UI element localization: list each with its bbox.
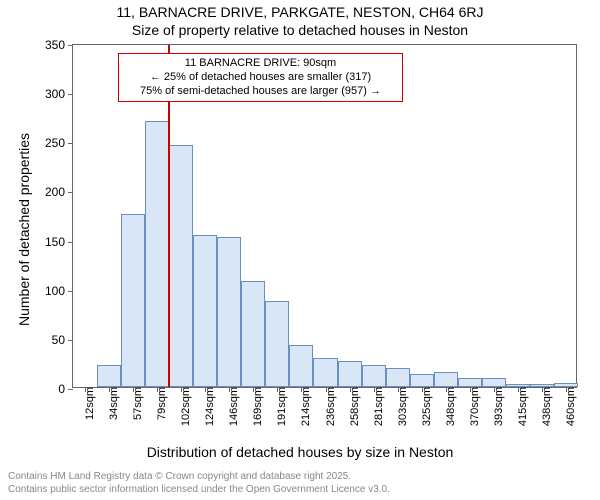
xtick-label: 236sqm — [323, 387, 337, 426]
y-axis-label: Number of detached properties — [16, 133, 32, 326]
xtick-label: 79sqm — [154, 387, 168, 420]
annotation-box: 11 BARNACRE DRIVE: 90sqm← 25% of detache… — [118, 53, 403, 102]
ytick-label: 250 — [45, 136, 73, 150]
histogram-bar — [506, 384, 530, 387]
x-axis-label: Distribution of detached houses by size … — [0, 444, 600, 460]
ytick-label: 50 — [52, 333, 73, 347]
histogram-bar — [386, 368, 410, 387]
xtick-label: 281sqm — [371, 387, 385, 426]
ytick-label: 150 — [45, 235, 73, 249]
histogram-bar — [145, 121, 169, 387]
xtick-label: 214sqm — [298, 387, 312, 426]
xtick-label: 258sqm — [347, 387, 361, 426]
chart-title-line1: 11, BARNACRE DRIVE, PARKGATE, NESTON, CH… — [0, 4, 600, 20]
footer-attribution: Contains HM Land Registry data © Crown c… — [8, 470, 390, 496]
ytick-label: 0 — [58, 382, 73, 396]
histogram-bar — [482, 378, 506, 387]
xtick-label: 169sqm — [250, 387, 264, 426]
histogram-bar — [217, 237, 241, 387]
xtick-label: 191sqm — [274, 387, 288, 426]
xtick-label: 146sqm — [226, 387, 240, 426]
chart-title-line2: Size of property relative to detached ho… — [0, 22, 600, 38]
histogram-bar — [313, 358, 337, 387]
histogram-bar — [169, 145, 193, 387]
ytick-label: 300 — [45, 87, 73, 101]
histogram-bar — [241, 281, 265, 387]
footer-line1: Contains HM Land Registry data © Crown c… — [8, 470, 390, 483]
xtick-label: 124sqm — [202, 387, 216, 426]
histogram-bar — [97, 365, 121, 387]
xtick-label: 370sqm — [467, 387, 481, 426]
annotation-line: 75% of semi-detached houses are larger (… — [125, 85, 396, 99]
xtick-label: 438sqm — [539, 387, 553, 426]
ytick-label: 100 — [45, 284, 73, 298]
histogram-bar — [362, 365, 386, 387]
annotation-line: 11 BARNACRE DRIVE: 90sqm — [125, 57, 396, 71]
xtick-label: 57sqm — [130, 387, 144, 420]
xtick-label: 325sqm — [419, 387, 433, 426]
histogram-bar — [530, 384, 554, 387]
histogram-bar — [338, 361, 362, 387]
histogram-bar — [434, 372, 458, 387]
histogram-bar — [458, 378, 482, 387]
xtick-label: 102sqm — [178, 387, 192, 426]
xtick-label: 348sqm — [443, 387, 457, 426]
histogram-bar — [121, 214, 145, 387]
ytick-label: 200 — [45, 185, 73, 199]
plot-area: 05010015020025030035012sqm34sqm57sqm79sq… — [72, 44, 577, 388]
footer-line2: Contains public sector information licen… — [8, 483, 390, 496]
xtick-label: 12sqm — [82, 387, 96, 420]
xtick-label: 460sqm — [563, 387, 577, 426]
histogram-bar — [410, 374, 434, 387]
xtick-label: 34sqm — [106, 387, 120, 420]
histogram-bar — [554, 383, 578, 387]
annotation-line: ← 25% of detached houses are smaller (31… — [125, 71, 396, 85]
xtick-label: 415sqm — [515, 387, 529, 426]
ytick-label: 350 — [45, 38, 73, 52]
xtick-label: 303sqm — [395, 387, 409, 426]
histogram-bar — [289, 345, 313, 387]
histogram-bar — [193, 235, 217, 387]
xtick-label: 393sqm — [491, 387, 505, 426]
histogram-bar — [265, 301, 289, 387]
